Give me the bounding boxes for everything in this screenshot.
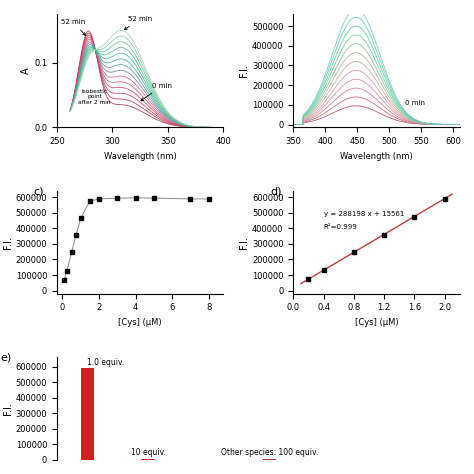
Text: 0 min: 0 min	[405, 100, 425, 106]
Text: isobestic
point
after 2 min: isobestic point after 2 min	[78, 89, 111, 105]
Bar	[81, 368, 94, 460]
Text: y = 288198 x + 15561: y = 288198 x + 15561	[324, 211, 404, 217]
Text: Other species: 100 equiv.: Other species: 100 equiv.	[221, 448, 319, 457]
Y-axis label: A: A	[21, 68, 31, 74]
X-axis label: Wavelength (nm): Wavelength (nm)	[340, 152, 413, 161]
Bar	[141, 458, 155, 460]
Text: c): c)	[34, 186, 44, 196]
Text: 52 min: 52 min	[62, 19, 86, 36]
Y-axis label: F.I.: F.I.	[3, 402, 13, 415]
Text: e): e)	[0, 352, 12, 362]
X-axis label: [Cys] (μM): [Cys] (μM)	[118, 318, 162, 327]
Y-axis label: F.I.: F.I.	[239, 64, 249, 77]
Text: 52 min: 52 min	[124, 16, 152, 29]
Y-axis label: F.I.: F.I.	[3, 236, 13, 249]
X-axis label: [Cys] (μM): [Cys] (μM)	[355, 318, 398, 327]
X-axis label: Wavelength (nm): Wavelength (nm)	[104, 152, 176, 161]
Text: 1.0 equiv.: 1.0 equiv.	[87, 358, 125, 367]
Text: 45 min: 45 min	[0, 473, 1, 474]
Text: 0 min: 0 min	[141, 82, 173, 101]
Bar	[263, 459, 276, 460]
Text: 10 equiv.: 10 equiv.	[131, 448, 165, 457]
Text: d): d)	[270, 186, 282, 196]
Y-axis label: F.I.: F.I.	[239, 236, 249, 249]
Text: R²=0.999: R²=0.999	[324, 224, 357, 230]
